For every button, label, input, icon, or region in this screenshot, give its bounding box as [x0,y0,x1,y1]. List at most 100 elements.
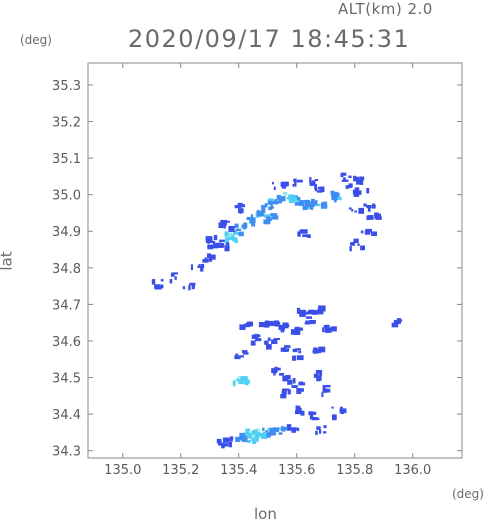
echo-cell [267,200,272,205]
echo-cell-peak [237,376,241,380]
echo-cell [299,201,304,206]
echo-cell [317,190,323,193]
echo-cell [225,220,230,223]
echo-cell [356,179,362,185]
echo-cell [238,208,244,214]
echo-cell [182,286,186,290]
echo-cell [204,257,208,263]
echo-cell-peak [248,430,252,434]
echo-cell [267,337,271,342]
echo-cell [241,376,248,382]
echo-cell [227,237,234,241]
echo-cell [243,432,251,435]
echo-cell [288,198,295,204]
echo-cell [253,434,257,438]
echo-cell [235,228,242,231]
echo-cell [244,379,250,384]
axis-ticks: 135.0 135.2 135.4 135.6 135.8 136.0 34.3 34.4 34… [52,63,462,478]
echo-cell [266,432,271,438]
echo-cell [273,320,280,327]
y-tick-label: 34.7 [52,298,81,313]
echo-cell [271,339,278,345]
echo-cell [265,430,268,433]
echo-cell [264,320,269,327]
echo-cell [225,438,231,441]
echo-cell [189,282,196,286]
echo-cell [171,272,178,275]
echo-cell [297,199,301,205]
echo-cell [205,236,213,241]
echo-cell [355,190,359,197]
echo-cell [225,237,230,243]
echo-cell [314,201,318,206]
echo-cell [364,230,371,235]
echo-cell [312,417,318,421]
echo-cell [210,240,216,244]
echo-cell [282,322,289,329]
echo-cell [267,427,271,432]
echo-cell [283,345,291,348]
echo-cell [272,215,279,220]
echo-cell [281,183,287,189]
echo-cell [372,203,376,208]
echo-cell [357,243,360,246]
echo-cell [315,370,322,374]
echo-cell [311,198,315,203]
echo-cell [250,214,254,220]
echo-cell [355,187,360,194]
echo-cell [253,429,257,433]
echo-cell [247,321,253,327]
echo-cell [298,327,303,331]
y-tick-label: 34.4 [52,408,81,423]
echo-cell [279,372,285,376]
echo-cell [356,190,362,195]
echo-cell [302,234,309,238]
echo-cell [363,203,367,207]
echo-cell [223,443,228,447]
echo-cell [261,204,266,211]
echo-cell [340,406,343,410]
echo-cell [264,340,269,345]
y-tick-label: 34.9 [52,225,81,240]
echo-cell [298,382,306,386]
echo-cell [262,427,265,431]
echo-cell [242,352,249,355]
echo-cell [252,437,258,442]
echo-cell [309,320,316,325]
echo-cell [316,426,321,430]
echo-cell [236,378,240,382]
echo-cell [213,234,218,241]
echo-cell [249,217,256,224]
echo-cell [263,431,266,438]
echo-cell [265,344,272,350]
echo-cell [326,388,331,393]
echo-cell [337,192,340,197]
echo-cell [353,238,359,244]
echo-cell [273,186,276,191]
echo-cell [300,410,305,416]
echo-cell-peak [251,434,255,438]
echo-cell [307,234,311,238]
echo-cell [286,428,292,431]
echo-cell [366,187,370,194]
echo-cell [299,309,306,316]
echo-cell [304,199,310,206]
echo-cell [160,279,164,282]
echo-cell [274,366,278,372]
echo-cell [160,284,164,289]
echo-cell [371,231,377,237]
echo-cell [285,375,291,380]
echo-cell [317,348,322,354]
echo-cell [345,185,349,189]
echo-cell [246,216,254,220]
echo-cell [330,326,337,329]
echo-cell [339,408,347,414]
echo-cell [324,327,332,333]
echo-cell [233,231,239,235]
echo-cell [353,175,357,182]
echo-cell [306,316,313,319]
echo-cell [309,204,314,210]
echo-cell [239,324,246,330]
echo-cell [354,210,357,213]
echo-cell [275,367,281,371]
